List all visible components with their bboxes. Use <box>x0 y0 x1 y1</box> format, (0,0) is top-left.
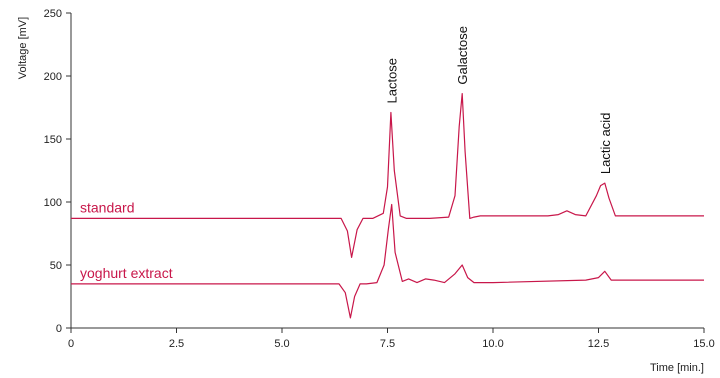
x-tick-label: 10.0 <box>482 338 503 350</box>
y-axis: 0 50 100 150 200 250 <box>44 8 72 335</box>
peak-annotation-1: Lactose <box>385 58 400 104</box>
y-tick-label: 100 <box>44 197 62 209</box>
y-tick-label: 250 <box>44 8 62 20</box>
y-tick-label: 150 <box>44 134 62 146</box>
series-label-2: yoghurt extract <box>80 265 173 281</box>
y-tick-label: 50 <box>50 260 62 272</box>
series-line-1 <box>71 92 704 258</box>
y-tick-label: 200 <box>44 71 62 83</box>
y-axis-label: Voltage [mV] <box>17 17 29 79</box>
x-tick-label: 2.5 <box>169 338 184 350</box>
peak-annotation-3: Lactic acid <box>598 113 613 174</box>
series-layer: standard yoghurt extract <box>71 92 704 319</box>
peak-annotation-2: Galactose <box>455 26 470 85</box>
series-line-2 <box>71 203 704 319</box>
x-tick-label: 15.0 <box>693 338 714 350</box>
x-axis: 0 2.5 5.0 7.5 10.0 12.5 15.0 <box>68 327 715 350</box>
x-tick-label: 12.5 <box>588 338 609 350</box>
x-tick-label: 5.0 <box>274 338 289 350</box>
series-label-1: standard <box>80 199 134 215</box>
annotation-layer: Lactose Galactose Lactic acid <box>385 26 613 174</box>
x-tick-label: 7.5 <box>380 338 395 350</box>
x-axis-label: Time [min.] <box>650 362 704 374</box>
x-tick-label: 0 <box>68 338 74 350</box>
y-tick-label: 0 <box>56 323 62 335</box>
